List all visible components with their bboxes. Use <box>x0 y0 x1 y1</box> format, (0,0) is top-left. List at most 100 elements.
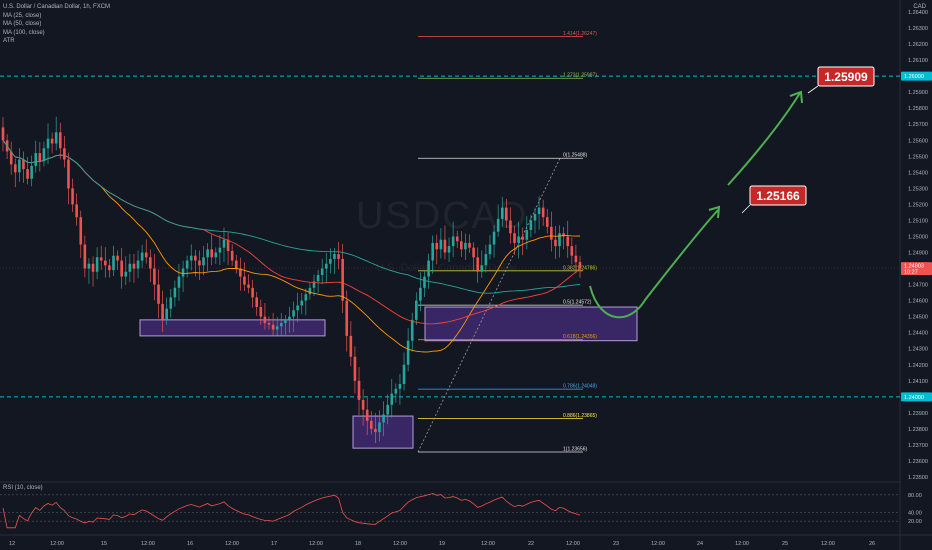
candle-body <box>34 153 38 166</box>
price-tick-label: 1.24600 <box>908 299 928 305</box>
currency-label: CAD <box>913 4 926 10</box>
time-tick-label: 18 <box>355 541 361 547</box>
candle-body <box>500 207 504 219</box>
price-tick-label: 1.25300 <box>908 186 928 192</box>
candle-body <box>509 220 512 234</box>
candle-body <box>304 294 308 301</box>
candle-body <box>337 254 340 259</box>
symbol-title[interactable]: U.S. Dollar / Canadian Dollar, 1h, FXCM <box>3 4 111 10</box>
candle-body <box>439 239 443 250</box>
candle-body <box>275 326 279 330</box>
candle-body <box>554 239 557 247</box>
candle-body <box>169 297 173 309</box>
candle-body <box>165 308 168 320</box>
candle-body <box>533 214 537 221</box>
time-tick-label: 15 <box>101 541 107 547</box>
fib-level-label: 0(1.25488) <box>563 153 588 159</box>
demand-zone-fib <box>424 306 638 342</box>
candle-body <box>488 244 492 255</box>
price-tick-label: 1.26400 <box>908 10 928 16</box>
atr-legend[interactable]: ATR <box>3 38 15 44</box>
candle-body <box>415 300 418 320</box>
price-tick-label: 1.25400 <box>908 170 928 176</box>
current-price-countdown: 10:27 <box>904 270 918 276</box>
price-tick-label: 1.24100 <box>908 379 928 385</box>
candle-body <box>38 153 42 162</box>
support-zone-1 <box>139 319 326 337</box>
fib-level-label: 0.618(1.24356) <box>563 334 597 340</box>
target-2-label: 1.25166 <box>756 189 800 203</box>
candle-body <box>87 263 91 269</box>
candle-body <box>386 404 389 415</box>
time-tick-label: 24 <box>697 541 703 547</box>
candle-body <box>26 169 29 179</box>
candle-body <box>181 268 185 277</box>
candle-body <box>239 268 242 277</box>
level-price-label: 1.24000 <box>904 395 924 401</box>
time-tick-label: 17 <box>271 541 277 547</box>
ma100-legend[interactable]: MA (100, close) <box>3 29 45 36</box>
candle-body <box>271 324 275 330</box>
candle-body <box>128 263 132 272</box>
candle-body <box>185 260 189 269</box>
fib-level-label: 1.414(1.26247) <box>563 31 597 37</box>
candle-body <box>99 257 103 261</box>
candle-body <box>279 323 283 327</box>
candle-body <box>247 284 250 288</box>
candle-body <box>210 249 214 258</box>
candle-body <box>284 319 287 324</box>
candle-body <box>108 265 111 271</box>
price-tick-label: 1.26200 <box>908 42 928 48</box>
price-tick-label: 1.26100 <box>908 58 928 64</box>
candle-body <box>460 241 463 250</box>
rsi-line <box>2 493 581 529</box>
price-tick-label: 1.23800 <box>908 427 928 433</box>
candle-body <box>419 287 422 301</box>
candle-body <box>369 420 373 429</box>
time-tick-label: 12:00 <box>309 541 323 547</box>
candle-body <box>263 316 267 324</box>
candle-body <box>194 255 197 261</box>
candle-body <box>574 255 578 263</box>
candle-body <box>472 247 475 258</box>
candle-body <box>230 250 234 261</box>
candle-body <box>267 323 271 325</box>
candle-body <box>427 260 430 277</box>
candle-body <box>550 226 553 240</box>
candle-body <box>67 159 70 189</box>
rsi-legend[interactable]: RSI (10, close) <box>3 485 43 491</box>
projection-arrow-2 <box>727 92 801 186</box>
candle-body <box>468 242 471 248</box>
candle-body <box>329 258 332 264</box>
time-tick-label: 12 <box>9 541 15 547</box>
candle-body <box>517 236 520 243</box>
candle-body <box>140 252 144 261</box>
candle-body <box>177 276 181 288</box>
fib-level-label: 1(1.23656) <box>563 446 588 452</box>
candle-body <box>320 268 324 275</box>
candle-body <box>570 246 574 256</box>
candle-body <box>79 217 83 245</box>
target-1-connector <box>807 85 819 94</box>
price-tick-label: 1.24500 <box>908 315 928 321</box>
candle-body <box>206 249 209 258</box>
ma50-legend[interactable]: MA (50, close) <box>3 21 42 27</box>
candle-body <box>1 127 5 141</box>
candle-body <box>292 310 295 317</box>
candle-body <box>423 276 426 288</box>
candle-body <box>161 303 164 320</box>
price-tick-label: 1.25900 <box>908 90 928 96</box>
fib-level-label: 0.786(1.24048) <box>563 384 597 390</box>
projection-arrowhead-1 <box>708 205 721 219</box>
candle-body <box>308 287 312 295</box>
candle-body <box>198 260 201 266</box>
time-tick-label: 16 <box>187 541 193 547</box>
candle-body <box>341 258 344 301</box>
projection-arrow-1 <box>589 209 719 319</box>
candle-body <box>578 262 582 269</box>
candle-body <box>259 307 263 317</box>
ma25-legend[interactable]: MA (25, close) <box>3 12 42 19</box>
candle-body <box>558 233 561 247</box>
candle-body <box>71 188 74 205</box>
